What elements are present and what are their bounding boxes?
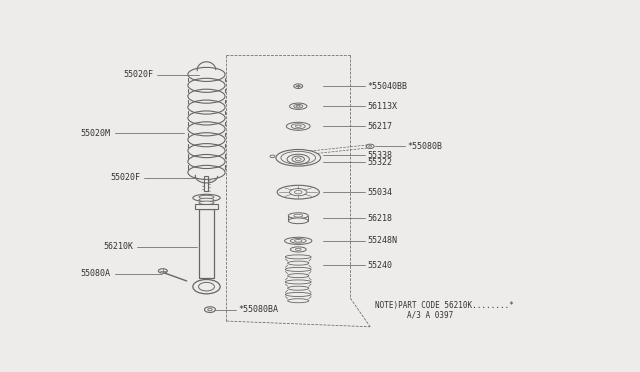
Ellipse shape	[286, 122, 310, 130]
Ellipse shape	[287, 261, 309, 265]
Ellipse shape	[285, 237, 312, 244]
Text: 55020M: 55020M	[81, 129, 111, 138]
Ellipse shape	[285, 267, 311, 272]
Text: 55240: 55240	[367, 261, 393, 270]
Ellipse shape	[205, 307, 216, 312]
Ellipse shape	[289, 189, 307, 196]
Text: A/3 A 0397: A/3 A 0397	[408, 311, 454, 320]
Text: *55040BB: *55040BB	[367, 82, 408, 91]
Ellipse shape	[296, 105, 300, 107]
Ellipse shape	[199, 195, 214, 199]
Ellipse shape	[285, 292, 311, 296]
Ellipse shape	[289, 103, 307, 109]
Ellipse shape	[288, 213, 308, 218]
Ellipse shape	[294, 190, 302, 194]
Ellipse shape	[295, 158, 301, 161]
Ellipse shape	[281, 151, 316, 164]
Ellipse shape	[292, 156, 305, 162]
Text: 55338: 55338	[367, 151, 393, 160]
Ellipse shape	[291, 247, 306, 252]
Ellipse shape	[369, 145, 372, 147]
Ellipse shape	[295, 248, 301, 250]
Text: 55080A: 55080A	[81, 269, 111, 278]
Ellipse shape	[291, 238, 306, 243]
Ellipse shape	[270, 155, 275, 158]
Ellipse shape	[285, 280, 311, 284]
Ellipse shape	[294, 84, 303, 89]
Ellipse shape	[193, 279, 220, 294]
Ellipse shape	[276, 150, 321, 166]
Ellipse shape	[287, 286, 309, 290]
Ellipse shape	[285, 255, 311, 259]
Text: 56210K: 56210K	[103, 242, 133, 251]
Ellipse shape	[199, 201, 214, 205]
Text: *55080B: *55080B	[407, 142, 442, 151]
Text: 56218: 56218	[367, 214, 393, 223]
Ellipse shape	[294, 214, 303, 217]
Ellipse shape	[158, 269, 167, 273]
Text: 55248N: 55248N	[367, 236, 397, 246]
Ellipse shape	[291, 124, 305, 129]
Text: 55034: 55034	[367, 187, 393, 197]
Ellipse shape	[366, 144, 374, 148]
Text: 55020F: 55020F	[123, 70, 153, 79]
Ellipse shape	[193, 194, 220, 202]
Text: 56217: 56217	[367, 122, 393, 131]
Ellipse shape	[198, 282, 214, 291]
Ellipse shape	[287, 154, 309, 164]
Ellipse shape	[296, 85, 300, 87]
Bar	[195, 203, 218, 209]
Ellipse shape	[287, 299, 309, 303]
Text: NOTE)PART CODE 56210K........*: NOTE)PART CODE 56210K........*	[375, 301, 514, 310]
Ellipse shape	[288, 218, 308, 224]
Bar	[199, 209, 214, 278]
Ellipse shape	[277, 185, 319, 199]
Bar	[205, 176, 209, 191]
Text: 55020F: 55020F	[111, 173, 141, 182]
Ellipse shape	[294, 240, 302, 242]
Ellipse shape	[287, 274, 309, 278]
Text: 56113X: 56113X	[367, 102, 397, 111]
Ellipse shape	[295, 125, 301, 128]
Ellipse shape	[208, 308, 212, 311]
Ellipse shape	[294, 105, 303, 108]
Ellipse shape	[199, 198, 214, 202]
Text: *55080BA: *55080BA	[239, 305, 279, 314]
Text: 55322: 55322	[367, 158, 393, 167]
